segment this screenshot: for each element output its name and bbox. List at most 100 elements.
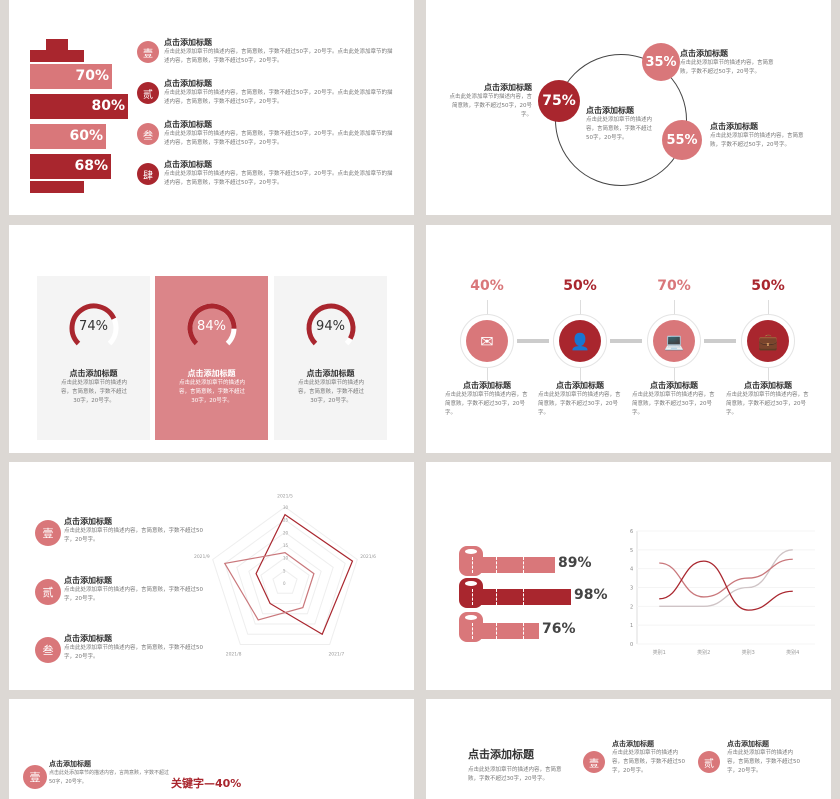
item-desc: 点击此处添加章节的描述内容，言简意赅，字数不超过50字，20号字。 (612, 750, 685, 774)
num-badge: 肆 (137, 163, 159, 185)
x-tick: 类别4 (786, 649, 799, 656)
gauge-panel: 94% 点击添加标题 点击此处添加章节的描述内容，言简意赅，字数不超过30字，20号… (274, 276, 387, 440)
slide-process[interactable]: 40% ✉ 点击添加标题 点击此处添加章节的描述内容，言简意赅，字数不超过30字，20… (426, 225, 831, 453)
item-title: 点击添加标题 (164, 160, 212, 169)
item-desc: 点击此处添加章节的描述内容，言简意赅，字数不超过50字，20号字。点击此处添加章… (164, 171, 393, 186)
radar-axis-label: 2021/6 (360, 554, 376, 560)
bubble-75: 75% (538, 80, 580, 122)
item-desc: 点击此处添加章节的描述内容，言简意赅，字数不超过50字，20号字。点击此处添加章… (164, 131, 393, 146)
item-desc: 点击此处添加章节的描述内容，言简意赅，字数不超过50字，20号字。 (586, 117, 653, 141)
gauge-fill (69, 303, 117, 346)
section-title: 点击添加标题 (468, 748, 534, 761)
tape-bar (466, 623, 539, 639)
num-badge: 贰 (698, 751, 720, 773)
gauge-ring (69, 303, 119, 346)
user-icon: 👤 (559, 320, 601, 362)
num-badge: 叁 (137, 123, 159, 145)
slide-battery[interactable]: 70% 80% 60% 68% 壹点击添加标题 点击此处添加章节的描述内容，言简意… (9, 0, 414, 215)
num-badge: 壹 (137, 41, 159, 63)
briefcase-icon: 💼 (747, 320, 789, 362)
gauge-fill (306, 303, 356, 346)
keyword: 关键字—40% (171, 777, 242, 790)
line-series-3 (659, 549, 793, 607)
item-title: 点击添加标题 (710, 122, 758, 131)
radar-tick: 30 (283, 505, 289, 510)
y-tick: 3 (630, 586, 633, 592)
gauge-value: 84% (197, 319, 226, 334)
radar-tick: 20 (283, 530, 289, 535)
item-title: 点击添加标题 (612, 740, 654, 748)
item-desc: 点击此处添加章节的描述内容，言简意赅，字数不超过50字，20号字。 (64, 587, 204, 602)
item-title: 点击添加标题 (586, 106, 634, 115)
num-badge: 贰 (137, 82, 159, 104)
battery-top (30, 50, 84, 62)
radar-grid (236, 531, 334, 625)
battery-bar: 80% (30, 94, 128, 119)
num-badge: 壹 (23, 765, 47, 789)
slide-keyword[interactable]: 壹 点击添加标题点击此处添加章节的描述内容，言简意赅，字数不超过50字，20号字… (9, 699, 414, 799)
item-desc: 点击此处添加章节的描述内容，言简意赅，字数不超过50字，20号字。 (727, 750, 800, 774)
item-title: 点击添加标题 (164, 38, 212, 47)
tape-value: 76% (542, 621, 576, 637)
gauge-ring (187, 303, 237, 346)
gauge-panel: 74% 点击添加标题 点击此处添加章节的描述内容，言简意赅，字数不超过30字，20号… (37, 276, 150, 440)
bubble-35: 35% (642, 43, 680, 81)
battery-bar: 68% (30, 154, 111, 179)
line-series-1 (659, 560, 793, 611)
item-title: 点击添加标题 (69, 369, 118, 378)
step-value: 50% (751, 278, 785, 294)
item-title: 点击添加标题 (164, 79, 212, 88)
y-tick: 6 (630, 529, 633, 535)
item-title: 点击添加标题 (64, 634, 112, 643)
line-chart: 0 1 2 3 4 5 6 类别1 类别2 类别3 类别4 (630, 529, 815, 656)
item-desc: 点击此处添加章节的描述内容，言简意赅，字数不超过50字，20号字。点击此处添加章… (164, 49, 393, 64)
radar-series-2 (223, 551, 315, 621)
item-desc: 点击此处添加章节的描述内容，言简意赅，字数不超过30字，20号字。 (538, 392, 621, 416)
y-tick: 2 (630, 604, 633, 610)
item-desc: 点击此处添加章节的描述内容，言简意赅，字数不超过50字，20号字。 (49, 770, 170, 785)
slide-radar[interactable]: 0 5 10 15 20 25 30 2021/5 2021/6 2021/7 2021/8 2021… (9, 462, 414, 690)
item-title: 点击添加标题 (64, 517, 112, 526)
arrow-connector (517, 339, 549, 343)
radar-grid (212, 506, 358, 645)
item-title: 点击添加标题 (49, 760, 91, 768)
item-title: 点击添加标题 (680, 49, 728, 58)
item-desc: 点击此处添加章节的描述内容，言简意赅，字数不超过50字，20号字。 (449, 94, 532, 118)
radar-tick: 25 (283, 518, 289, 523)
radar-grid (260, 557, 310, 604)
radar-tick: 5 (283, 568, 286, 573)
radar-chart: 0 5 10 15 20 25 30 2021/5 2021/6 2021/7 2021/8 2021… (194, 494, 376, 658)
item-desc: 点击此处添加章节的描述内容，言简意赅，字数不超过50字，20号字。 (64, 528, 204, 543)
y-tick: 0 (630, 642, 633, 648)
radar-axis-label: 2021/5 (277, 494, 293, 500)
arrow-connector (610, 339, 642, 343)
num-badge: 贰 (35, 579, 61, 605)
x-tick: 类别1 (653, 649, 666, 656)
step-value: 50% (563, 278, 597, 294)
radar-tick: 15 (283, 543, 289, 548)
step-value: 70% (657, 278, 691, 294)
laptop-icon: 💻 (653, 320, 695, 362)
x-tick: 类别2 (697, 649, 710, 656)
item-title: 点击添加标题 (556, 381, 604, 390)
radar-grid (224, 519, 346, 635)
slide-circle[interactable]: 75% 35% 55% 点击添加标题 点击此处添加章节的描述内容，言简意赅，字数不… (426, 0, 831, 215)
slide-tape-line[interactable]: 0 1 2 3 4 5 6 类别1 类别2 类别3 类别4 89% 98% 76% (426, 462, 831, 690)
section-desc: 点击此处添加章节的描述内容，言简意赅，字数不超过30字，20号字。 (468, 767, 562, 782)
tape-value: 98% (574, 587, 608, 603)
item-title: 点击添加标题 (306, 369, 355, 378)
tape-bar (466, 557, 555, 573)
item-desc: 点击此处添加章节的描述内容，言简意赅，字数不超过30字，20号字。 (445, 392, 528, 416)
x-tick: 类别3 (742, 649, 755, 656)
item-desc: 点击此处添加章节的描述内容，言简意赅，字数不超过30字，20号字。 (178, 380, 245, 404)
item-title: 点击添加标题 (484, 83, 532, 92)
y-tick: 4 (630, 567, 633, 573)
y-tick: 5 (630, 548, 633, 554)
item-desc: 点击此处添加章节的描述内容，言简意赅，字数不超过30字，20号字。 (632, 392, 715, 416)
item-desc: 点击此处添加章节的描述内容，言简意赅，字数不超过30字，20号字。 (297, 380, 364, 404)
item-title: 点击添加标题 (463, 381, 511, 390)
slide-gauges[interactable]: 74% 点击添加标题 点击此处添加章节的描述内容，言简意赅，字数不超过30字，20号… (9, 225, 414, 453)
slide-intro[interactable]: 点击添加标题 点击此处添加章节的描述内容，言简意赅，字数不超过30字，20号字。 … (426, 699, 831, 799)
item-desc: 点击此处添加章节的描述内容，言简意赅，字数不超过30字，20号字。 (726, 392, 809, 416)
arrow-connector (704, 339, 736, 343)
